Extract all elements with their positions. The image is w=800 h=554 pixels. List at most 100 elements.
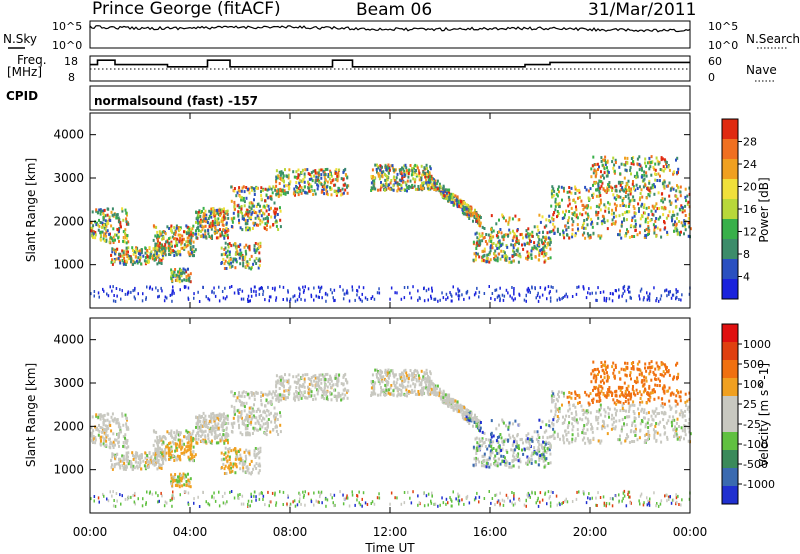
velocity-cell [303,385,306,389]
velocity-cell [180,479,183,483]
power-cell [382,183,385,187]
power-cell [645,196,648,200]
power-cell [465,210,468,214]
power-cell [647,213,650,217]
velocity-cell [162,454,165,458]
velocity-cell [178,485,181,489]
power-cell [132,262,134,266]
power-cell [541,252,544,256]
power-cell [149,256,151,260]
power-cell [250,294,253,298]
power-cell [97,228,100,232]
power-cell [235,260,238,264]
power-cell [161,289,163,293]
power-cell [489,249,492,253]
velocity-cell [370,380,373,383]
power-cell [472,240,475,244]
velocity-cell [122,466,125,470]
power-cell [511,286,513,289]
velocity-cell [238,457,240,461]
power-cell [615,197,618,201]
power-cell [252,262,255,266]
power-cell [245,226,248,230]
power-cell [574,232,577,236]
power-cell [674,226,677,230]
power-cell [428,181,431,185]
power-cell [613,171,616,175]
power-cell [117,236,120,240]
power-cell [299,288,301,292]
velocity-cell [202,440,205,444]
power-cell [628,210,631,214]
power-cell [506,245,509,249]
power-cell [594,163,597,167]
velocity-cell [255,410,258,413]
power-cell [327,193,329,197]
power-cell [611,189,613,192]
power-cell [155,286,157,290]
power-cell [253,289,255,293]
velocity-cell [118,425,121,429]
power-cell [533,245,536,249]
velocity-cell [139,461,142,465]
power-cell [585,296,588,300]
power-cell [294,193,296,197]
velocity-cell [276,397,279,401]
power-cell [157,295,159,299]
power-cell [289,299,291,303]
power-cell [266,224,268,227]
velocity-cell [148,451,151,455]
power-cell [653,231,656,235]
velocity-cell [417,374,420,378]
power-cell [227,245,230,249]
power-cell [311,179,314,183]
power-cell [370,181,373,185]
power-cell [646,216,649,220]
velocity-cell [258,456,261,460]
power-cell [170,275,172,279]
velocity-cell [210,420,213,424]
velocity-cell [223,412,225,416]
nsky-tick-top: 10^5 [52,20,82,33]
power-cell [227,236,229,240]
power-cell [545,246,548,249]
power-cell [688,186,691,190]
power-cell [426,171,429,175]
power-cell [634,229,637,232]
power-cell [447,199,449,203]
velocity-cell [143,464,146,468]
power-cell [645,206,648,210]
power-cell [613,196,616,200]
power-cell [465,213,468,217]
velocity-cell [270,411,272,415]
power-cell [681,224,684,228]
velocity-cell [202,438,205,442]
velocity-cell [387,368,390,372]
power-cell [606,169,609,173]
power-cell [179,237,181,240]
power-cell [178,277,181,281]
velocity-cell [249,411,252,415]
power-cell [323,185,326,189]
power-cell [503,251,506,255]
power-cell [624,211,627,215]
velocity-cell [190,436,193,439]
velocity-cell [255,454,258,458]
velocity-cell [240,394,243,398]
power-cell [404,163,407,167]
velocity-cell [161,442,164,446]
power-cell [102,212,105,216]
power-cell [214,228,217,231]
power-cell [445,191,448,195]
power-cell [500,231,503,235]
velocity-cell [247,392,249,396]
power-cell [677,289,679,293]
power-cell [277,195,280,198]
velocity-cell [276,381,279,385]
power-cell [264,222,267,226]
velocity-cell [235,399,238,403]
power-cell [608,210,610,214]
power-cell [622,286,625,290]
power-cell [202,212,205,215]
power-cell [595,169,598,173]
